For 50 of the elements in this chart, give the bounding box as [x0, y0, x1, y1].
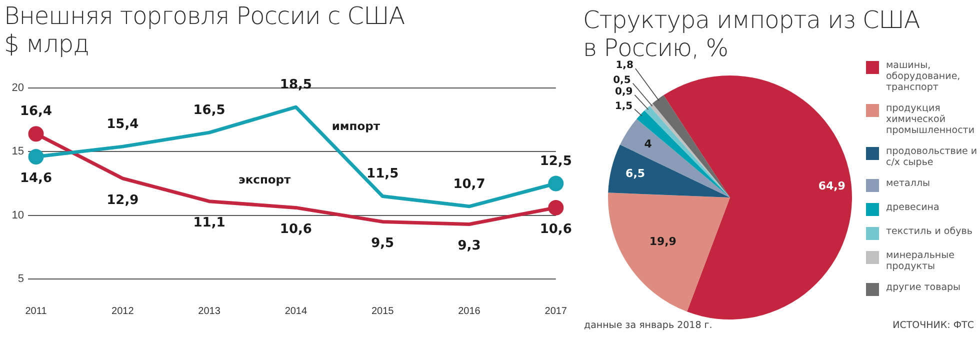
legend-label: машины, оборудование, транспорт	[886, 60, 962, 93]
data-label: 6,5	[626, 166, 646, 180]
data-label: 15,4	[106, 116, 139, 132]
x-tick-label: 2015	[371, 306, 394, 317]
legend-label: продовольствие и с/х сырье	[886, 146, 978, 168]
x-tick-label: 2016	[458, 306, 481, 317]
series-label: экспорт	[238, 172, 292, 186]
data-label: 1,8	[616, 60, 634, 72]
point	[548, 200, 564, 216]
data-label: 19,9	[649, 234, 676, 248]
data-label: 16,4	[20, 104, 52, 120]
legend-label: текстиль и обувь	[886, 226, 972, 237]
point	[28, 126, 44, 142]
legend-label: минеральные продукты	[886, 250, 956, 272]
data-label: 64,9	[818, 179, 846, 192]
data-label: 12,5	[540, 154, 572, 169]
data-label: 0,9	[614, 86, 633, 98]
data-label: 10,6	[540, 222, 572, 238]
y-tick-label: 20	[12, 82, 24, 94]
x-tick-label: 2011	[25, 306, 48, 317]
y-tick-label: 5	[18, 273, 24, 286]
y-tick-label: 15	[12, 146, 24, 158]
x-tick-label: 2013	[198, 306, 221, 317]
data-label: 4	[644, 137, 652, 150]
chart-title: Структура импорта из США в Россию, %	[583, 6, 920, 62]
data-label: 1,5	[614, 100, 633, 112]
data-label: 16,5	[193, 102, 226, 118]
legend-label: древесина	[886, 202, 940, 213]
data-label: 14,6	[20, 171, 52, 186]
data-label: 12,9	[106, 192, 139, 208]
legend-label: металлы	[886, 178, 930, 189]
data-label: 9,5	[371, 236, 394, 252]
data-label: 9,3	[458, 238, 481, 254]
series-label: импорт	[332, 119, 380, 134]
chart-title: Внешняя торговля России с США	[4, 2, 406, 30]
data-label: 10,7	[453, 176, 486, 192]
data-label: 0,5	[613, 74, 631, 86]
x-tick-label: 2014	[284, 306, 308, 317]
x-tick-label: 2012	[112, 306, 134, 317]
x-tick-label: 2017	[544, 306, 568, 317]
data-label: 10,6	[280, 222, 312, 238]
point	[548, 176, 564, 192]
legend-label: другие товары	[886, 282, 961, 293]
data-label: 11,5	[366, 166, 399, 182]
text: ИСТОЧНИК: ФТС	[892, 320, 974, 331]
chart-subtitle: $ млрд	[4, 30, 89, 58]
data-label: 11,1	[193, 216, 226, 231]
text: данные за январь 2018 г.	[584, 320, 712, 331]
legend-label: продукция химической промышленности	[886, 103, 976, 136]
y-tick-label: 10	[12, 209, 24, 222]
